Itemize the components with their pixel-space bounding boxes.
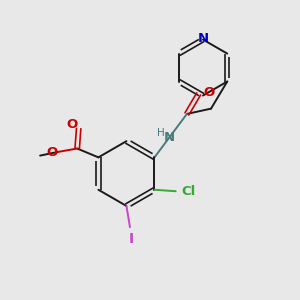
Text: I: I [129,232,134,246]
Text: O: O [46,146,58,159]
Text: H: H [157,128,164,138]
Text: O: O [204,86,215,99]
Text: Cl: Cl [181,185,195,198]
Text: O: O [67,118,78,131]
Text: N: N [197,32,208,45]
Text: N: N [164,130,175,144]
